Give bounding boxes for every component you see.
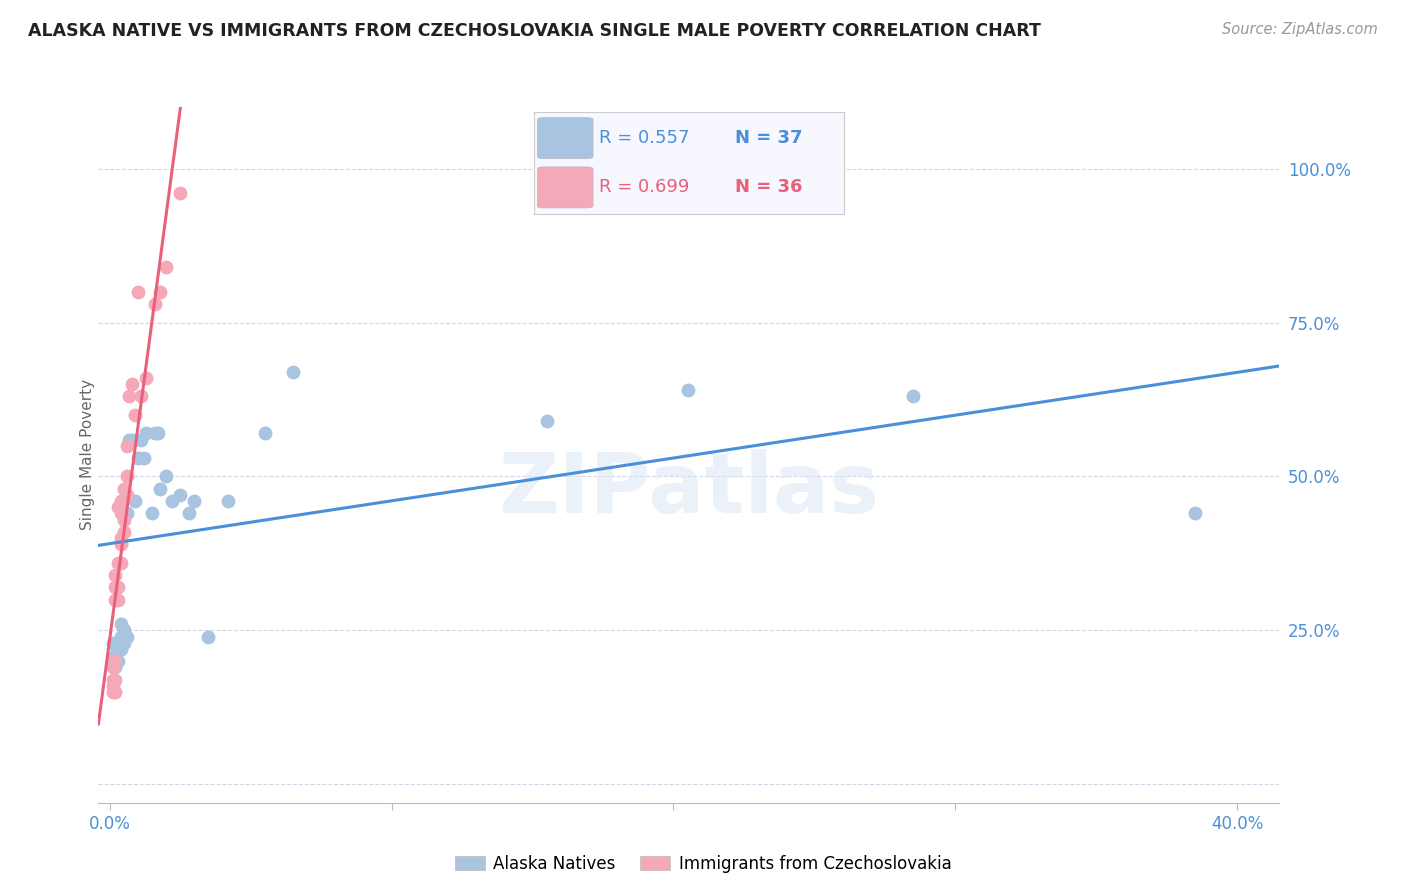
Point xyxy=(141,507,163,521)
Point xyxy=(118,389,141,403)
Point xyxy=(127,450,149,465)
Point xyxy=(155,260,177,274)
Point xyxy=(104,648,127,662)
Point xyxy=(132,450,155,465)
Point xyxy=(143,297,166,311)
FancyBboxPatch shape xyxy=(537,118,593,159)
Text: Source: ZipAtlas.com: Source: ZipAtlas.com xyxy=(1222,22,1378,37)
Point xyxy=(104,654,127,668)
Point xyxy=(253,426,276,441)
Point xyxy=(104,580,127,594)
Point xyxy=(183,494,205,508)
Point xyxy=(104,673,127,687)
Point xyxy=(143,426,166,441)
Point xyxy=(101,654,124,668)
Point xyxy=(115,469,138,483)
Point xyxy=(110,531,132,545)
Point xyxy=(118,433,141,447)
Point xyxy=(101,679,124,693)
Point xyxy=(101,685,124,699)
Text: ALASKA NATIVE VS IMMIGRANTS FROM CZECHOSLOVAKIA SINGLE MALE POVERTY CORRELATION : ALASKA NATIVE VS IMMIGRANTS FROM CZECHOS… xyxy=(28,22,1040,40)
Point xyxy=(169,488,191,502)
Point xyxy=(112,524,135,539)
Point xyxy=(104,592,127,607)
Point xyxy=(110,537,132,551)
Text: N = 37: N = 37 xyxy=(735,128,803,146)
Text: R = 0.699: R = 0.699 xyxy=(599,178,689,196)
Point xyxy=(107,556,129,570)
Point xyxy=(536,414,558,428)
Point xyxy=(112,636,135,650)
Point xyxy=(107,580,129,594)
Text: ZIPatlas: ZIPatlas xyxy=(499,450,879,530)
Point xyxy=(115,507,138,521)
Point xyxy=(160,494,183,508)
Point xyxy=(110,507,132,521)
Point xyxy=(107,500,129,515)
Point xyxy=(104,660,127,674)
Point xyxy=(155,469,177,483)
Point xyxy=(217,494,239,508)
Point xyxy=(115,439,138,453)
Point xyxy=(112,624,135,638)
Point xyxy=(127,285,149,299)
Point xyxy=(107,654,129,668)
Point xyxy=(112,512,135,526)
FancyBboxPatch shape xyxy=(537,167,593,208)
Point xyxy=(124,408,146,422)
Point xyxy=(129,389,152,403)
Text: N = 36: N = 36 xyxy=(735,178,803,196)
Point xyxy=(115,488,138,502)
Point xyxy=(110,556,132,570)
Point xyxy=(110,630,132,644)
Point xyxy=(101,654,124,668)
Point xyxy=(107,592,129,607)
Y-axis label: Single Male Poverty: Single Male Poverty xyxy=(80,379,94,531)
Point xyxy=(146,426,169,441)
Point xyxy=(121,377,143,392)
Point xyxy=(104,568,127,582)
Point xyxy=(135,426,157,441)
Point xyxy=(101,660,124,674)
Point xyxy=(149,285,172,299)
Point xyxy=(129,433,152,447)
Point xyxy=(104,685,127,699)
Point xyxy=(107,641,129,656)
Point xyxy=(281,365,304,379)
Point xyxy=(901,389,924,403)
Point xyxy=(177,507,200,521)
Point xyxy=(121,433,143,447)
Text: R = 0.557: R = 0.557 xyxy=(599,128,690,146)
Point xyxy=(676,384,699,398)
Point xyxy=(101,636,124,650)
Point xyxy=(101,673,124,687)
Point xyxy=(115,630,138,644)
Point xyxy=(110,494,132,508)
Point xyxy=(110,617,132,632)
Point xyxy=(197,630,219,644)
Point xyxy=(124,494,146,508)
Point xyxy=(135,371,157,385)
Point xyxy=(1184,507,1206,521)
Point xyxy=(169,186,191,201)
Point xyxy=(112,482,135,496)
Legend: Alaska Natives, Immigrants from Czechoslovakia: Alaska Natives, Immigrants from Czechosl… xyxy=(449,848,957,880)
Point xyxy=(149,482,172,496)
Point xyxy=(110,641,132,656)
